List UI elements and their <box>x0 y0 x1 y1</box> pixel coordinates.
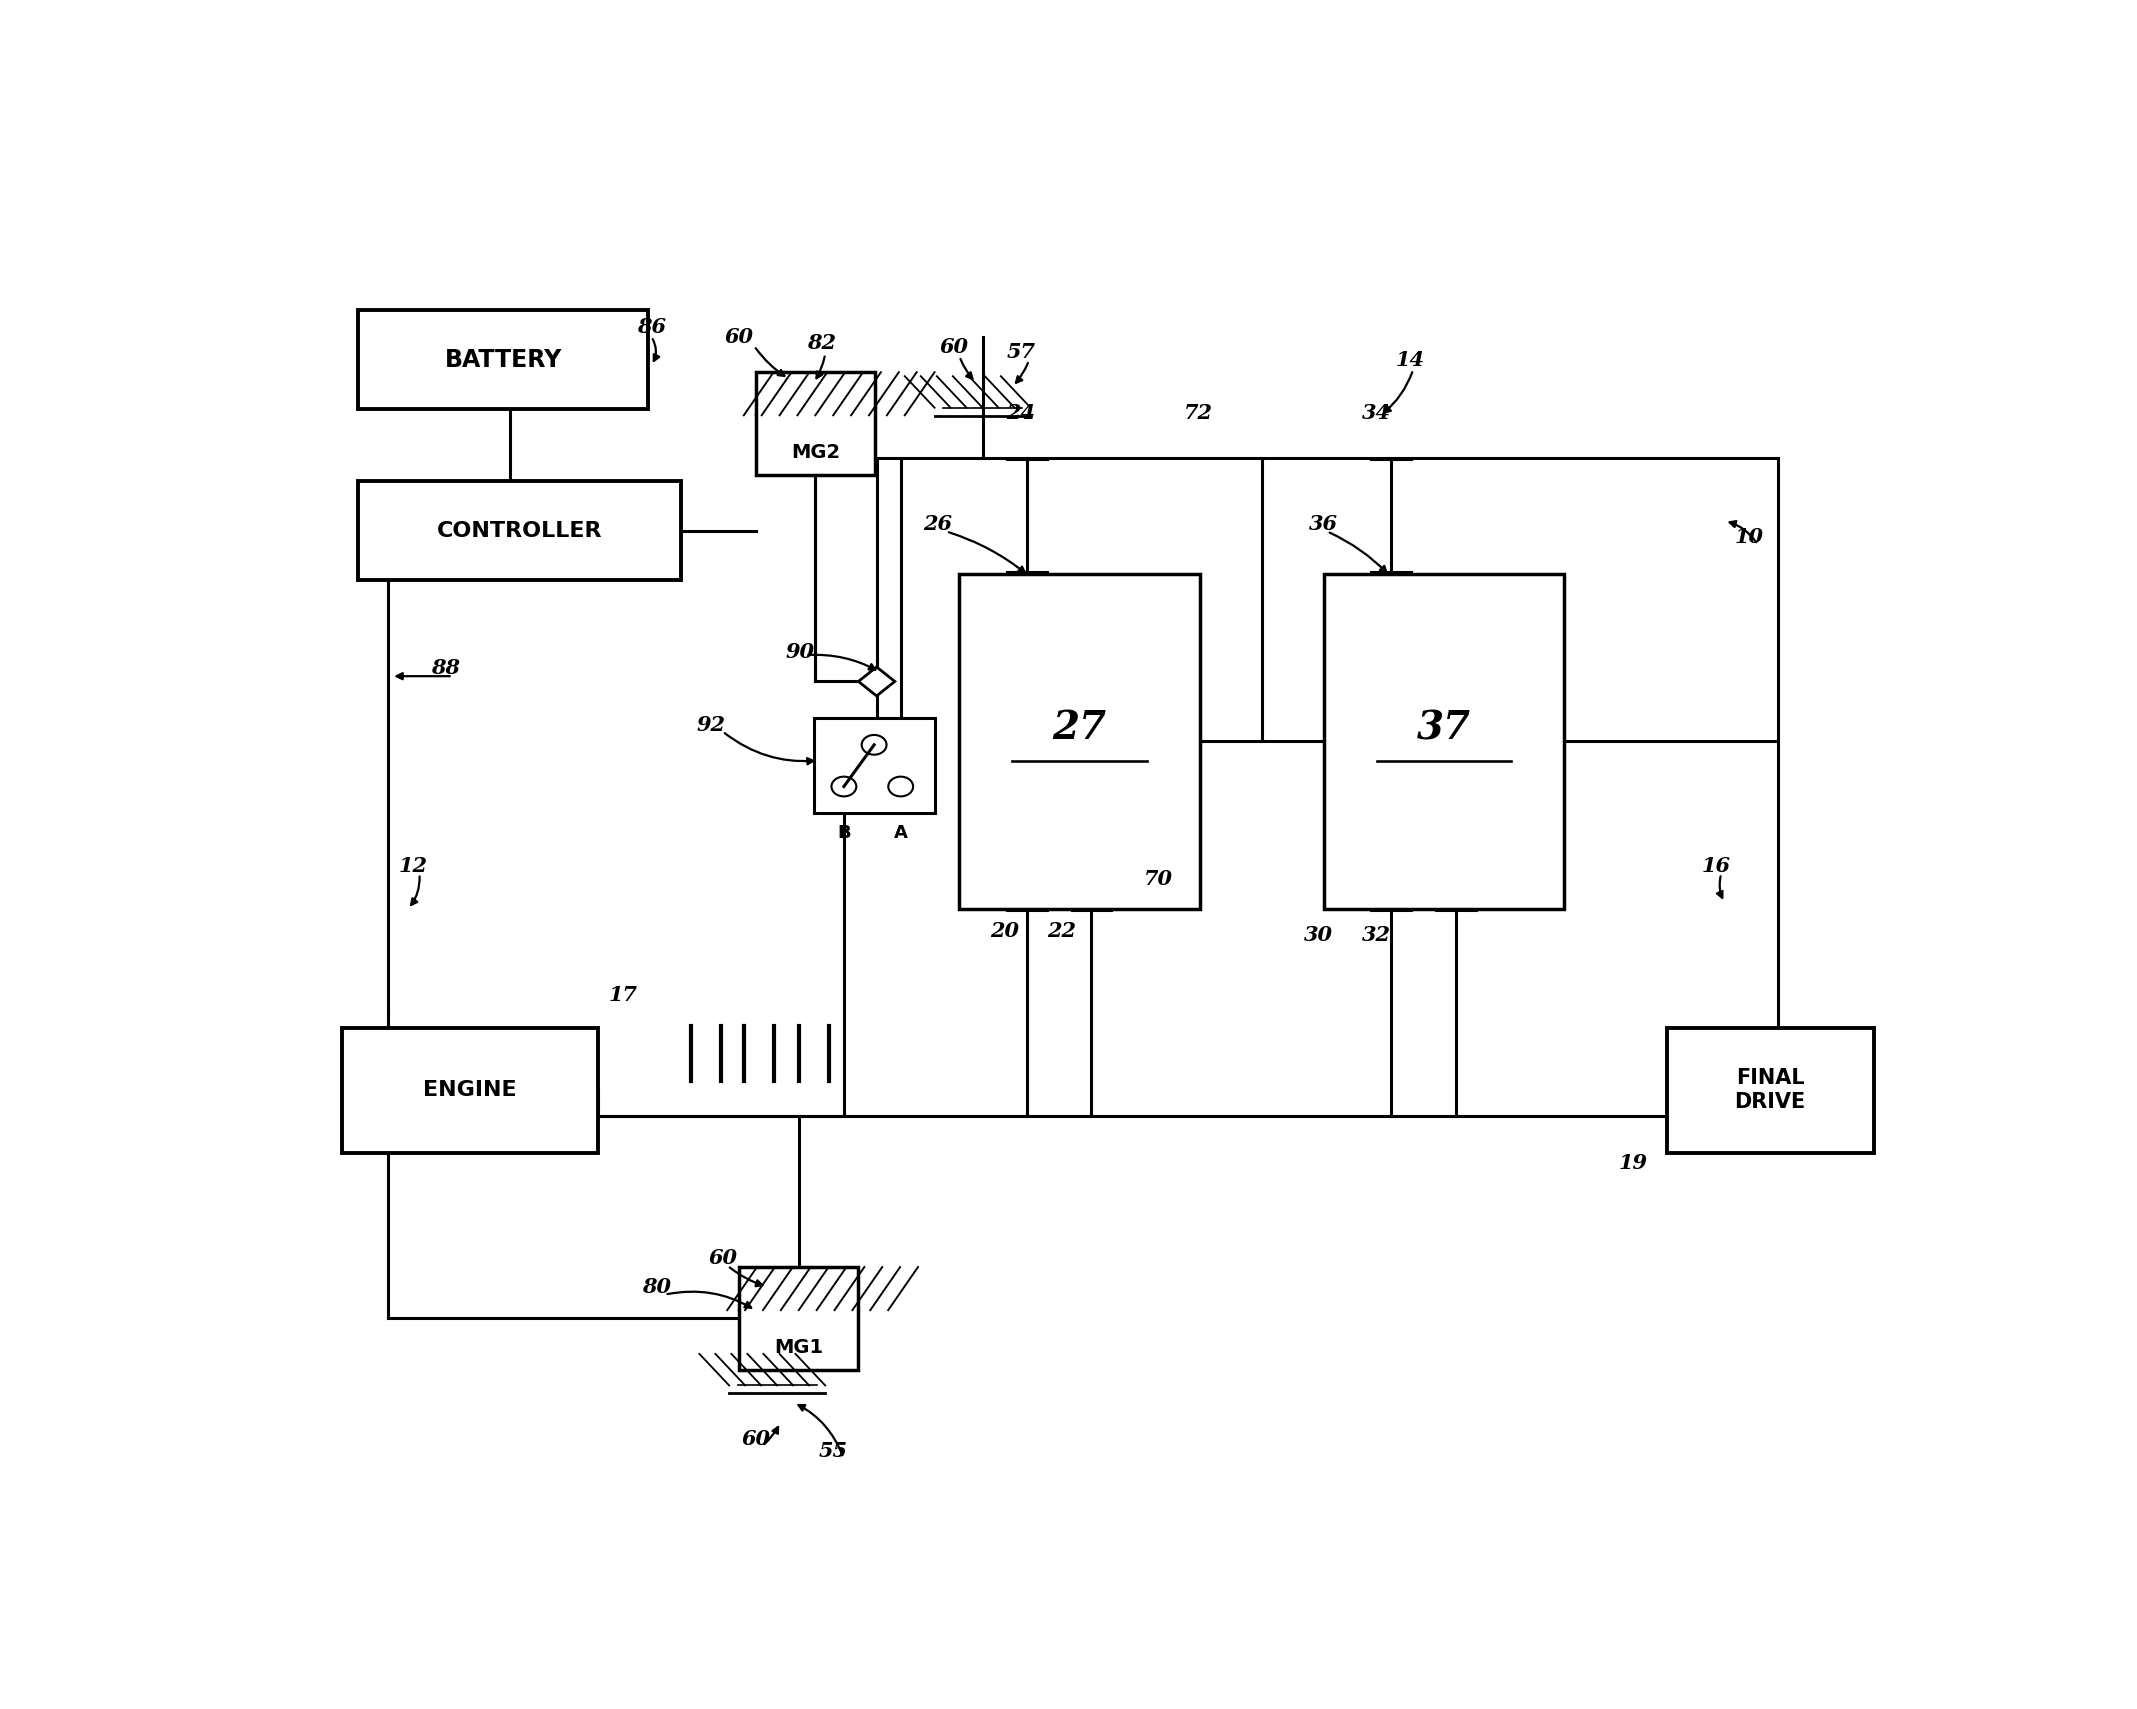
Text: 24: 24 <box>1007 403 1034 424</box>
Text: 72: 72 <box>1184 403 1212 424</box>
Text: 55: 55 <box>818 1441 848 1461</box>
Text: 92: 92 <box>697 714 724 735</box>
Circle shape <box>861 735 887 755</box>
Text: 22: 22 <box>1047 921 1077 942</box>
Text: 60: 60 <box>724 326 754 347</box>
Text: 80: 80 <box>641 1277 671 1297</box>
Bar <box>960 574 1199 909</box>
Text: 60: 60 <box>707 1248 737 1268</box>
Bar <box>359 311 648 408</box>
Text: B: B <box>838 824 851 841</box>
Text: CONTROLLER: CONTROLLER <box>436 521 603 540</box>
Text: 60: 60 <box>742 1429 769 1449</box>
Text: 36: 36 <box>1310 513 1338 533</box>
Text: 17: 17 <box>609 984 637 1005</box>
Text: BATTERY: BATTERY <box>444 347 562 371</box>
Text: 20: 20 <box>989 921 1019 942</box>
Text: 37: 37 <box>1417 709 1470 747</box>
Circle shape <box>889 776 912 796</box>
Bar <box>814 718 934 813</box>
Text: 57: 57 <box>1007 342 1034 362</box>
Text: 34: 34 <box>1361 403 1391 424</box>
Bar <box>756 373 874 475</box>
Text: A: A <box>893 824 908 841</box>
Text: 70: 70 <box>1143 868 1173 889</box>
Bar <box>359 482 682 579</box>
Polygon shape <box>859 667 895 696</box>
Text: MG1: MG1 <box>774 1338 823 1357</box>
Text: 19: 19 <box>1620 1154 1648 1172</box>
Text: 60: 60 <box>940 337 968 357</box>
Text: 90: 90 <box>786 643 814 663</box>
Text: 14: 14 <box>1395 350 1425 371</box>
Circle shape <box>831 776 857 796</box>
Bar <box>342 1027 598 1152</box>
Text: 12: 12 <box>397 856 427 875</box>
Text: 82: 82 <box>808 333 836 354</box>
Text: 30: 30 <box>1304 925 1333 945</box>
Text: 27: 27 <box>1054 709 1107 747</box>
Text: FINAL
DRIVE: FINAL DRIVE <box>1735 1068 1806 1113</box>
Bar <box>1323 574 1564 909</box>
Text: MG2: MG2 <box>791 443 840 461</box>
Text: 16: 16 <box>1701 856 1731 875</box>
Text: 88: 88 <box>432 658 459 678</box>
Text: 32: 32 <box>1361 925 1391 945</box>
Text: ENGINE: ENGINE <box>423 1080 517 1101</box>
Text: 86: 86 <box>637 318 667 337</box>
Bar <box>739 1266 859 1369</box>
Bar <box>1667 1027 1874 1152</box>
Text: 10: 10 <box>1735 526 1763 547</box>
Text: 26: 26 <box>923 513 953 533</box>
